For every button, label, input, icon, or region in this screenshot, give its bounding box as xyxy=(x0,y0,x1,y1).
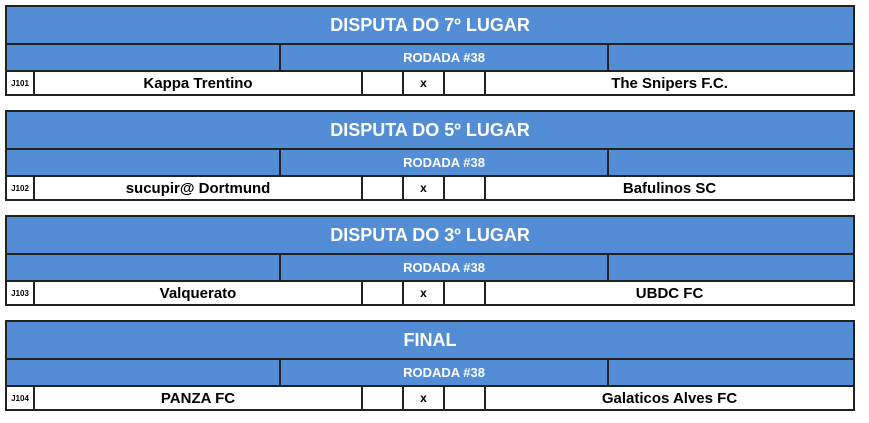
versus-label: x xyxy=(402,280,445,306)
blank-cell xyxy=(607,358,855,387)
blank-cell xyxy=(5,43,281,72)
match-block: FINAL RODADA #38 J104 PANZA FC x Galaticos … xyxy=(5,320,855,412)
blank-cell xyxy=(5,253,281,282)
away-score[interactable] xyxy=(443,70,486,96)
blank-cell xyxy=(5,148,281,177)
match-block: DISPUTA DO 7º LUGAR RODADA #38 J101 Kappa… xyxy=(4,5,856,97)
round-label: RODADA #38 xyxy=(279,43,609,72)
match-block: DISPUTA DO 3º LUGAR RODADA #38 J103 Valqu… xyxy=(4,215,856,307)
match-code: J103 xyxy=(5,280,35,306)
away-score[interactable] xyxy=(443,280,486,306)
away-team: Bafulinos SC xyxy=(483,175,856,201)
home-team: sucupir@ Dortmund xyxy=(33,175,363,201)
match-title: DISPUTA DO 7º LUGAR xyxy=(4,5,856,45)
match-code: J101 xyxy=(5,70,35,96)
home-score[interactable] xyxy=(361,175,404,201)
away-team: Galaticos Alves FC xyxy=(484,385,855,411)
round-label: RODADA #38 xyxy=(279,148,609,177)
away-score[interactable] xyxy=(443,385,486,411)
blank-cell xyxy=(606,148,856,177)
match-title: DISPUTA DO 5º LUGAR xyxy=(4,110,856,150)
blank-cell xyxy=(606,43,856,72)
round-label: RODADA #38 xyxy=(279,253,609,282)
away-team: UBDC FC xyxy=(483,280,856,306)
blank-cell xyxy=(5,358,281,387)
blank-cell xyxy=(606,253,856,282)
match-title: FINAL xyxy=(5,320,855,360)
away-score[interactable] xyxy=(443,175,486,201)
match-block: DISPUTA DO 5º LUGAR RODADA #38 J102 sucup… xyxy=(4,110,856,202)
home-score[interactable] xyxy=(361,280,404,306)
away-team: The Snipers F.C. xyxy=(483,70,856,96)
round-label: RODADA #38 xyxy=(279,358,609,387)
home-score[interactable] xyxy=(361,385,404,411)
home-score[interactable] xyxy=(361,70,404,96)
versus-label: x xyxy=(402,175,445,201)
match-code: J102 xyxy=(5,175,35,201)
home-team: Kappa Trentino xyxy=(33,70,363,96)
home-team: PANZA FC xyxy=(33,385,363,411)
versus-label: x xyxy=(402,385,445,411)
home-team: Valquerato xyxy=(33,280,363,306)
versus-label: x xyxy=(402,70,445,96)
match-code: J104 xyxy=(5,385,35,411)
match-title: DISPUTA DO 3º LUGAR xyxy=(4,215,856,255)
